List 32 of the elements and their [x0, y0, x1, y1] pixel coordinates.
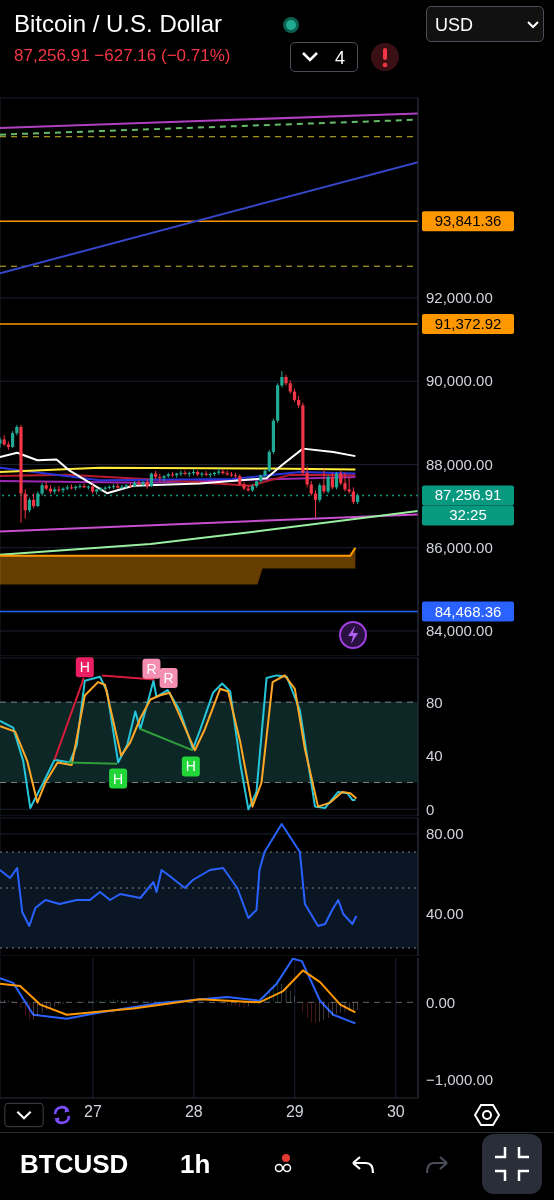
ref-line-label: 93,841.36 [434, 212, 502, 230]
x-tick-label: 27 [83, 1103, 102, 1121]
annotation: R [163, 670, 174, 687]
text: 4 [290, 42, 358, 72]
x-tick-label: 28 [184, 1103, 203, 1121]
text: USD [426, 6, 544, 42]
text: 1h [180, 1149, 211, 1180]
annotation: H [113, 770, 124, 787]
y-tick-label: 0.00 [426, 993, 456, 1011]
x-tick-label: 29 [285, 1103, 304, 1121]
x-tick-label: 30 [386, 1103, 405, 1121]
y-tick-label: 92,000.00 [426, 289, 493, 307]
y-tick-label: 86,000.00 [426, 539, 493, 557]
text: BTCUSD [20, 1149, 129, 1180]
y-tick-label: 80.00 [426, 825, 464, 843]
y-tick-label: 80 [426, 693, 443, 711]
ref-line-label: 84,468.36 [434, 602, 502, 620]
y-tick-label: −1,000.00 [426, 1071, 494, 1089]
chart-title: Bitcoin / U.S. Dollar [14, 10, 223, 37]
ref-line-label: 87,256.91 [434, 486, 502, 504]
y-tick-label: 84,000.00 [426, 622, 493, 640]
y-tick-label: 0 [426, 800, 435, 818]
y-tick-label: 90,000.00 [426, 372, 493, 390]
annotation: H [79, 659, 90, 676]
text: 32:25 [449, 506, 487, 524]
y-tick-label: 40 [426, 747, 443, 765]
annotation: H [185, 758, 196, 775]
y-tick-label: 40.00 [426, 905, 464, 923]
y-tick-label: 88,000.00 [426, 455, 493, 473]
ref-line-label: 91,372.92 [434, 314, 502, 332]
annotation: R [146, 660, 157, 677]
chart-subtitle: 87,256.91 −627.16 (−0.71%) [14, 46, 231, 65]
